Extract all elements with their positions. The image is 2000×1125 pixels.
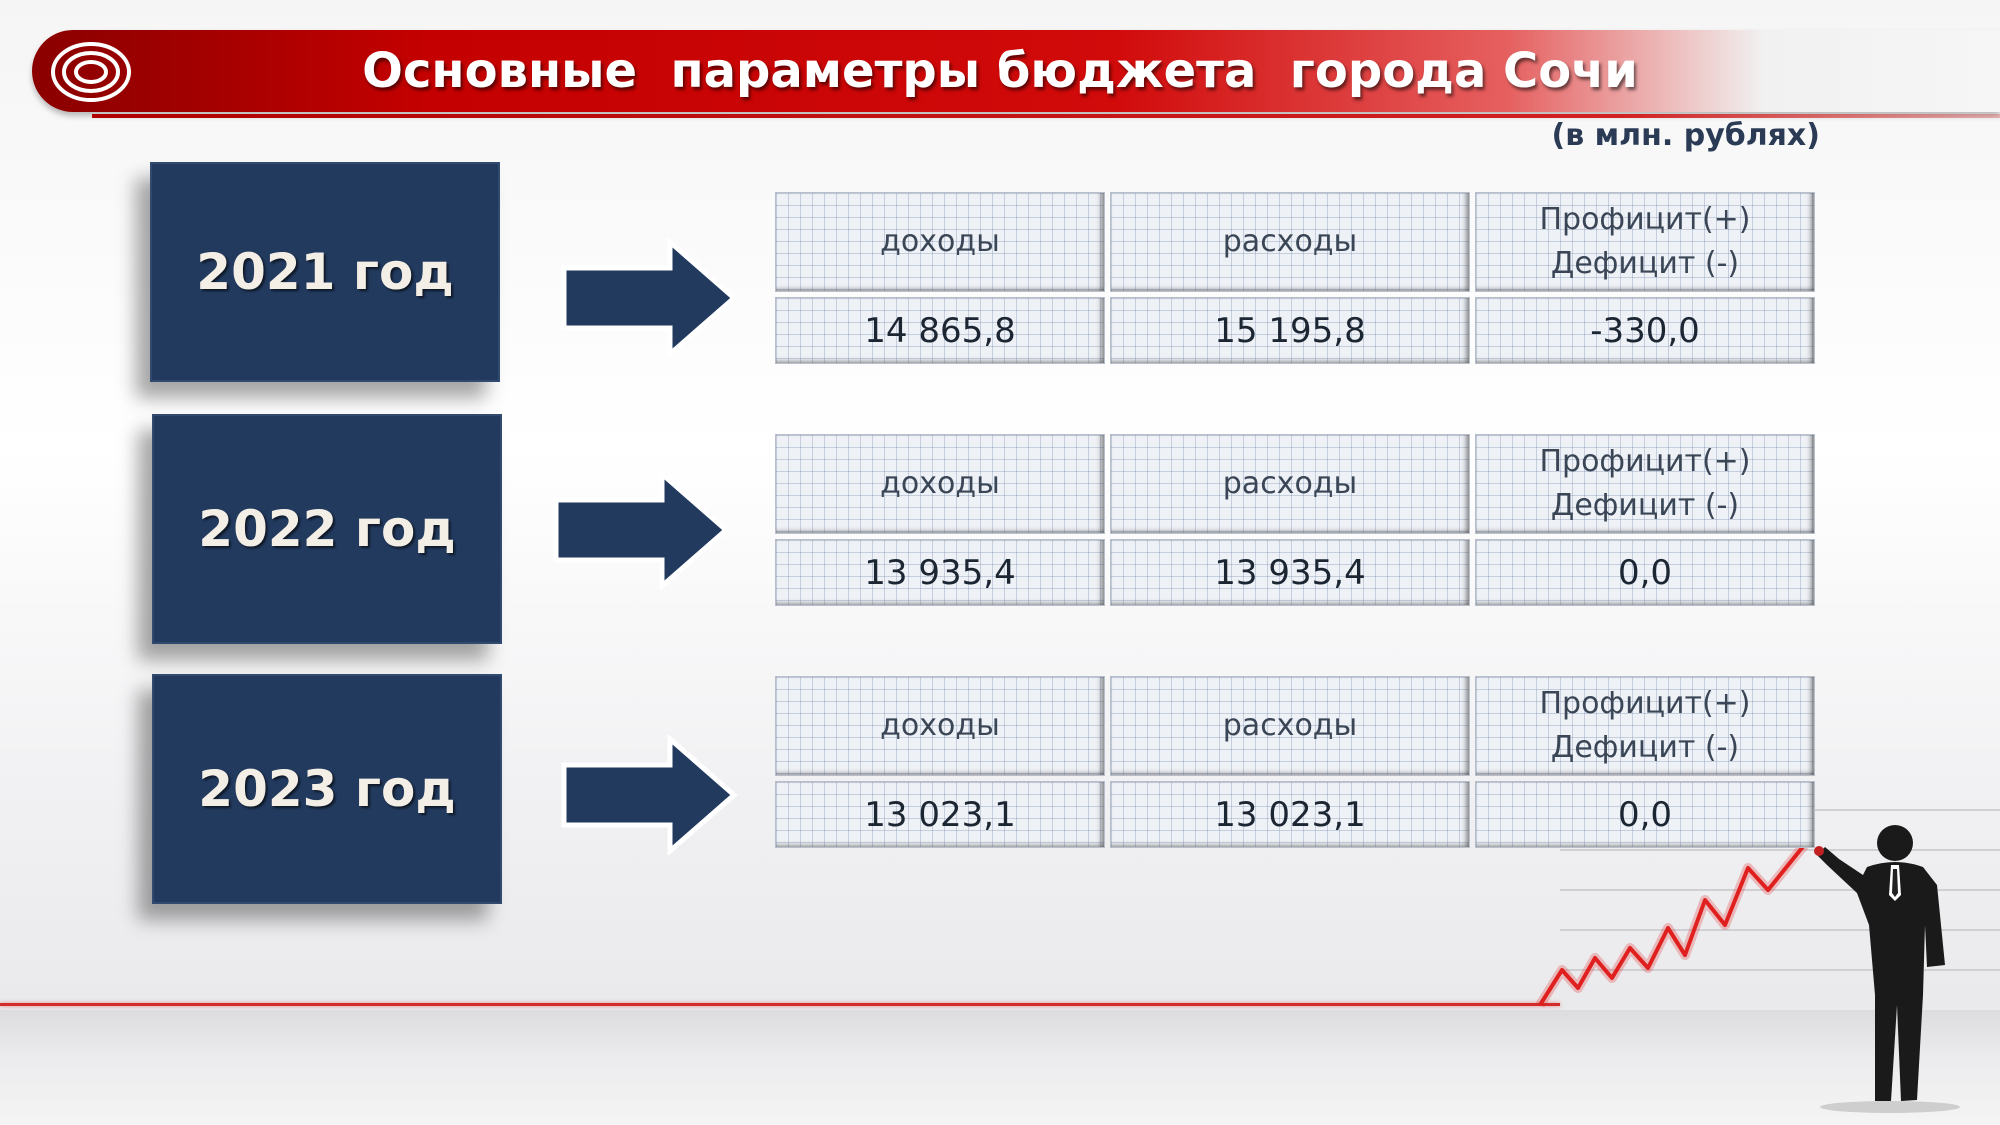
year-box-2022: 2022 год <box>152 414 502 644</box>
budget-table-2023: доходы расходы Профицит(+) Дефицит (-) 1… <box>775 676 1815 848</box>
right-arrow-icon <box>561 238 738 358</box>
red-base-line <box>0 1003 1560 1006</box>
balance-header: Профицит(+) Дефицит (-) <box>1475 192 1815 292</box>
balance-header: Профицит(+) Дефицит (-) <box>1475 434 1815 534</box>
deficit-label: Дефицит (-) <box>1550 246 1740 281</box>
right-arrow-icon <box>553 470 730 590</box>
units-label: (в млн. рублях) <box>1551 118 1820 153</box>
expense-value: 15 195,8 <box>1110 297 1470 364</box>
income-value: 14 865,8 <box>775 297 1105 364</box>
deficit-label: Дефицит (-) <box>1550 488 1740 523</box>
deficit-label: Дефицит (-) <box>1550 730 1740 765</box>
balance-value: 0,0 <box>1475 781 1815 848</box>
expense-value: 13 023,1 <box>1110 781 1470 848</box>
income-header: доходы <box>775 676 1105 776</box>
budget-table-2022: доходы расходы Профицит(+) Дефицит (-) 1… <box>775 434 1815 606</box>
page-title: Основные параметры бюджета города Сочи <box>362 43 1638 99</box>
income-value: 13 935,4 <box>775 539 1105 606</box>
expense-header: расходы <box>1110 434 1470 534</box>
income-header: доходы <box>775 434 1105 534</box>
balance-value: -330,0 <box>1475 297 1815 364</box>
header-banner <box>32 30 2000 118</box>
surplus-label: Профицит(+) <box>1539 444 1751 479</box>
income-header: доходы <box>775 192 1105 292</box>
expense-value: 13 935,4 <box>1110 539 1470 606</box>
balance-header: Профицит(+) Дефицит (-) <box>1475 676 1815 776</box>
balance-value: 0,0 <box>1475 539 1815 606</box>
year-box-2021: 2021 год <box>150 162 500 382</box>
budget-table-2021: доходы расходы Профицит(+) Дефицит (-) 1… <box>775 192 1815 364</box>
right-arrow-icon <box>561 735 738 855</box>
year-box-2023: 2023 год <box>152 674 502 904</box>
concentric-rings-icon <box>51 42 131 102</box>
expense-header: расходы <box>1110 192 1470 292</box>
rising-zigzag-line-icon <box>1535 834 1814 1008</box>
surplus-label: Профицит(+) <box>1539 202 1751 237</box>
floor-gradient <box>0 1010 2000 1125</box>
businessman-silhouette-icon <box>1814 825 1960 1113</box>
surplus-label: Профицит(+) <box>1539 686 1751 721</box>
expense-header: расходы <box>1110 676 1470 776</box>
income-value: 13 023,1 <box>775 781 1105 848</box>
